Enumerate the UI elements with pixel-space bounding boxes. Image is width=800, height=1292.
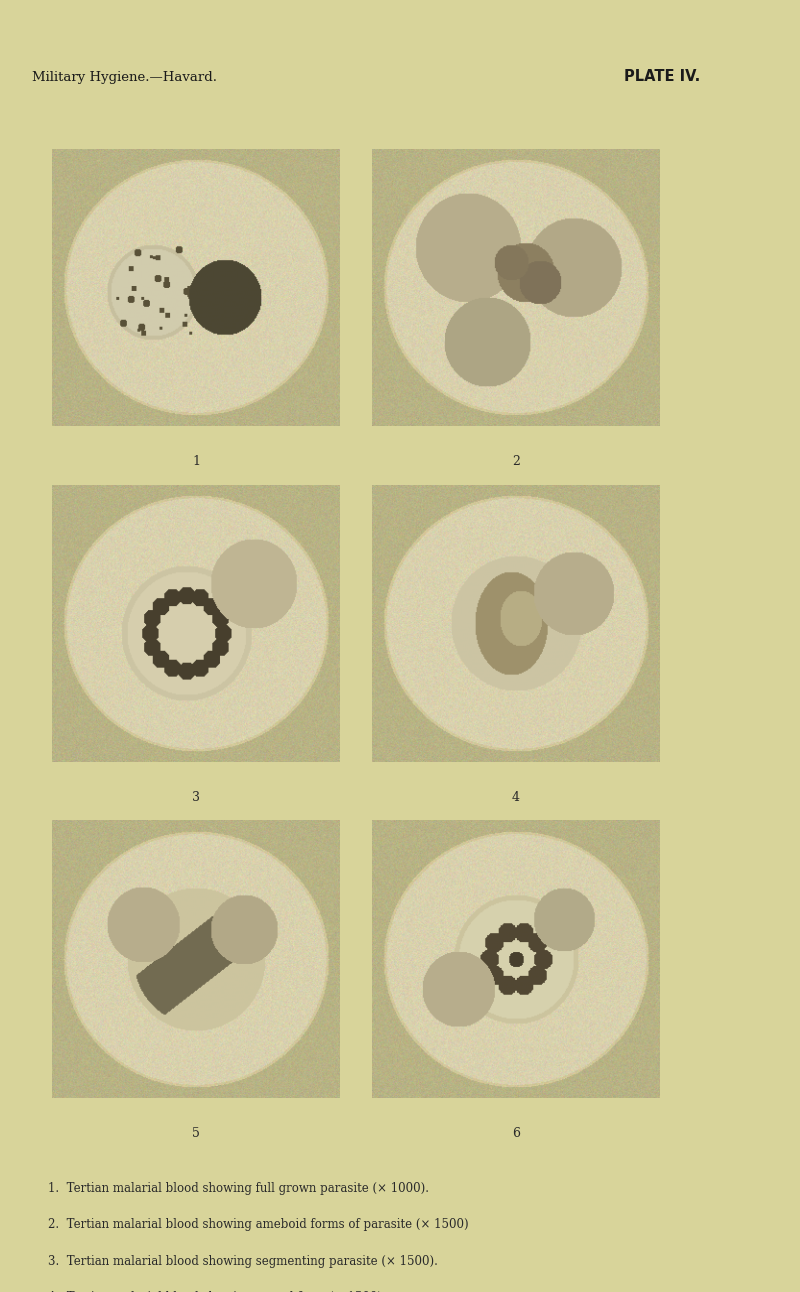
- Text: 3: 3: [192, 791, 200, 804]
- Text: 6: 6: [512, 1127, 520, 1140]
- Text: 1.  Tertian malarial blood showing full grown parasite (× 1000).: 1. Tertian malarial blood showing full g…: [48, 1182, 429, 1195]
- Text: 1: 1: [192, 455, 200, 468]
- Text: 4: 4: [512, 791, 520, 804]
- Text: 5: 5: [192, 1127, 200, 1140]
- Text: 2.  Tertian malarial blood showing ameboid forms of parasite (× 1500): 2. Tertian malarial blood showing ameboi…: [48, 1218, 469, 1231]
- Text: 3.  Tertian malarial blood showing segmenting parasite (× 1500).: 3. Tertian malarial blood showing segmen…: [48, 1255, 438, 1267]
- Text: PLATE IV.: PLATE IV.: [624, 68, 700, 84]
- Text: 2: 2: [512, 455, 520, 468]
- Text: 4.  Tertian malarial blood showing sexual form (× 1500).: 4. Tertian malarial blood showing sexual…: [48, 1291, 386, 1292]
- Text: Military Hygiene.—Havard.: Military Hygiene.—Havard.: [32, 71, 217, 84]
